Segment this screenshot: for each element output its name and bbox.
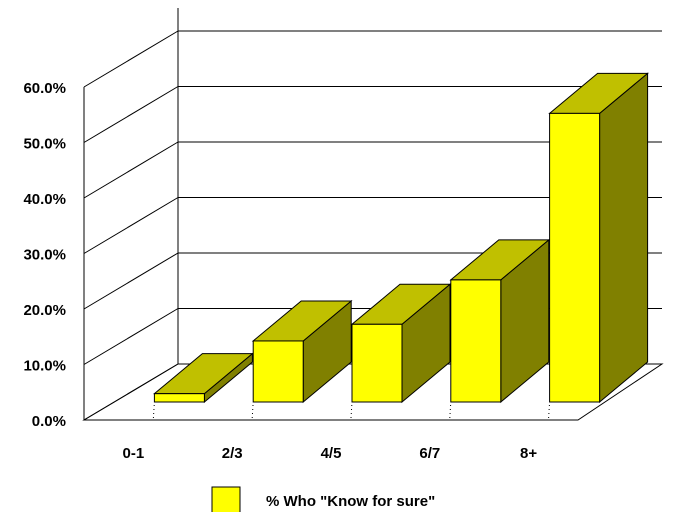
gridline-side [83,252,179,310]
x-tick-label: 2/3 [222,445,243,462]
y-tick-label: 30.0% [23,247,66,264]
bar-front [351,323,403,403]
bar-front [549,112,601,403]
bar-side [599,72,649,404]
bar [449,238,551,404]
bar [350,283,452,404]
bars [152,72,649,419]
gridline-side [83,86,179,143]
gridline-side [83,197,179,254]
floor-guide [350,401,353,419]
legend: % Who "Know for sure" [211,486,435,514]
y-tick-label: 60.0% [23,80,66,97]
y-tick-label: 40.0% [23,191,66,208]
legend-swatch [211,486,241,514]
bar-front [450,279,502,403]
floor-guide [251,401,254,419]
y-axis: 0.0% 10.0% 20.0% 30.0% 40.0% 50.0% 60.0% [23,80,66,430]
gridline-side [83,363,179,421]
x-axis: 0-1 2/3 4/5 6/7 8+ [123,445,538,462]
bar-front [252,340,304,403]
bar [153,352,254,404]
x-tick-label: 0-1 [123,445,145,462]
bar-front [153,393,205,403]
x-tick-label: 6/7 [419,445,440,462]
x-tick-label: 8+ [520,445,537,462]
y-tick-label: 50.0% [23,136,66,153]
gridline-side [83,30,179,88]
floor-guide [449,401,452,419]
gridline-side [83,308,179,365]
x-tick-label: 4/5 [321,445,342,462]
floor-guide [152,401,155,419]
bar [251,299,353,404]
y-tick-label: 20.0% [23,302,66,319]
y-tick-label: 0.0% [32,413,66,430]
floor-guide [548,401,551,419]
legend-label: % Who "Know for sure" [266,493,435,510]
y-tick-label: 10.0% [23,358,66,375]
bar [548,72,649,404]
gridline-side [83,141,179,199]
